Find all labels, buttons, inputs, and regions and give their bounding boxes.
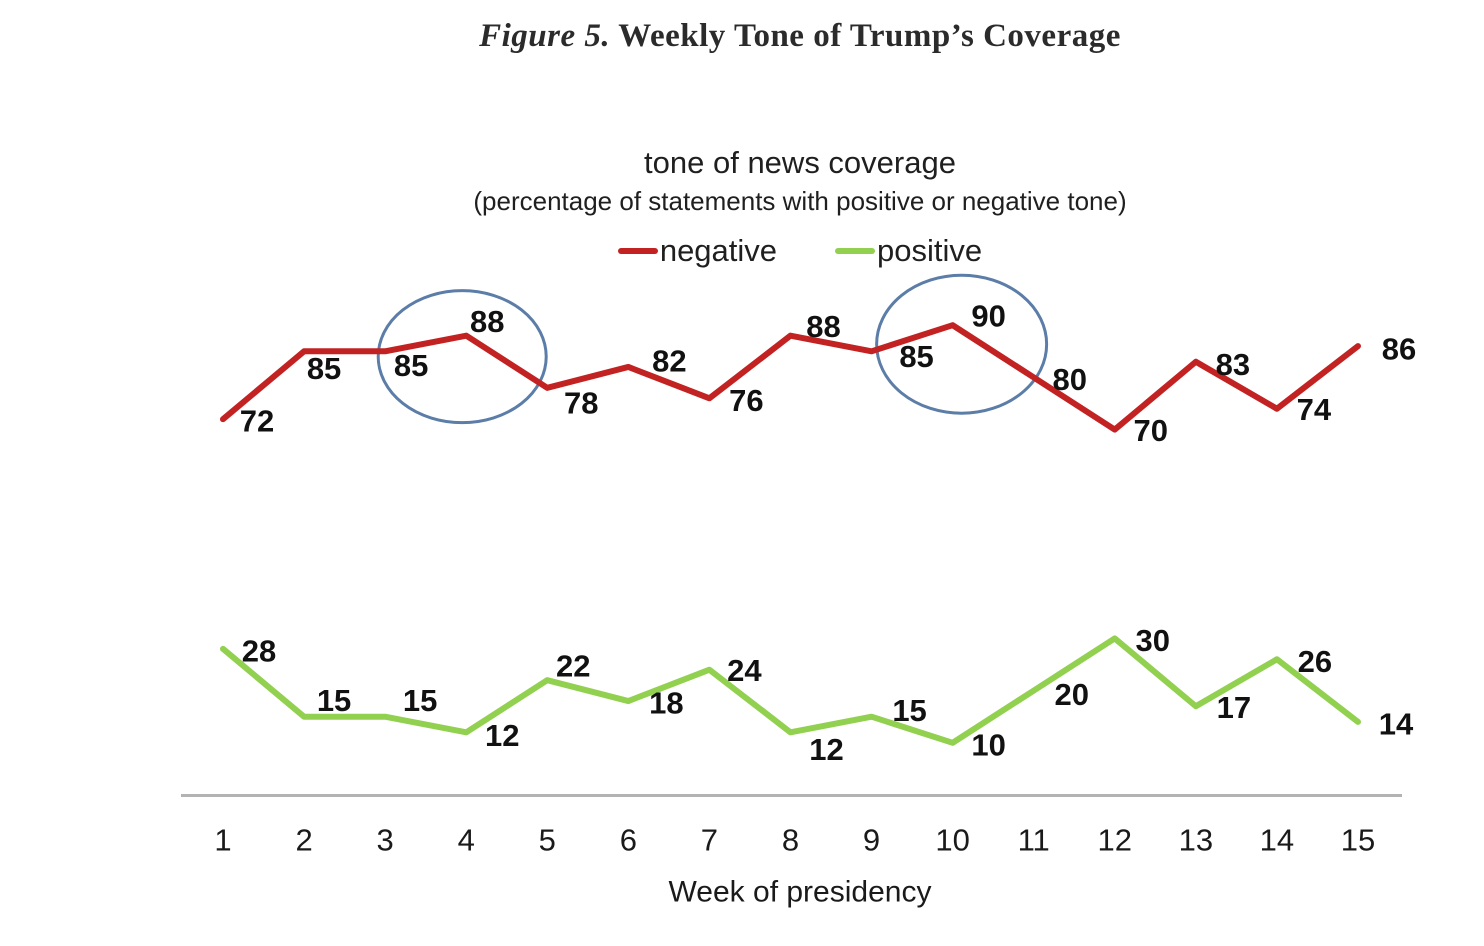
negative-data-label-week-1: 72 bbox=[240, 404, 274, 439]
positive-data-label-week-5: 22 bbox=[556, 649, 590, 684]
positive-line bbox=[220, 635, 1361, 746]
negative-data-label-week-2: 85 bbox=[307, 351, 341, 386]
x-tick-label-4: 4 bbox=[458, 823, 475, 858]
legend-label-negative: negative bbox=[659, 233, 778, 268]
negative-data-label-week-13: 83 bbox=[1216, 347, 1250, 382]
positive-data-label-week-1: 28 bbox=[242, 633, 276, 668]
x-tick-label-10: 10 bbox=[935, 823, 969, 858]
positive-data-label-week-15: 14 bbox=[1379, 706, 1414, 741]
legend-item-positive: positive bbox=[835, 233, 982, 269]
negative-data-label-week-14: 74 bbox=[1297, 392, 1332, 427]
positive-data-label-week-12: 30 bbox=[1136, 623, 1170, 658]
chart-title: tone of news coverage bbox=[644, 145, 956, 180]
x-tick-label-13: 13 bbox=[1179, 823, 1213, 858]
positive-data-label-week-9: 15 bbox=[892, 693, 926, 728]
figure-title-text: Weekly Tone of Trump’s Coverage bbox=[610, 18, 1121, 54]
x-tick-label-8: 8 bbox=[782, 823, 799, 858]
negative-data-label-week-3: 85 bbox=[394, 348, 428, 383]
negative-data-label-week-12: 70 bbox=[1134, 413, 1168, 448]
x-tick-label-15: 15 bbox=[1341, 823, 1375, 858]
x-tick-label-9: 9 bbox=[863, 823, 880, 858]
x-tick-label-7: 7 bbox=[701, 823, 718, 858]
negative-data-label-week-7: 76 bbox=[729, 383, 763, 418]
negative-line bbox=[220, 322, 1361, 433]
annotation-ellipse-week-10 bbox=[875, 273, 1049, 415]
positive-data-label-week-13: 17 bbox=[1217, 690, 1251, 725]
x-tick-label-11: 11 bbox=[1018, 823, 1050, 858]
chart-subtitle: (percentage of statements with positive … bbox=[473, 186, 1127, 216]
legend-label-positive: positive bbox=[877, 233, 983, 268]
positive-line-swatch-icon bbox=[835, 248, 876, 254]
annotation-ellipse-week-4 bbox=[376, 289, 548, 425]
x-tick-label-12: 12 bbox=[1098, 823, 1132, 858]
chart-legend: negative positive bbox=[116, 233, 1484, 269]
figure-title: Figure 5. Weekly Tone of Trump’s Coverag… bbox=[116, 18, 1484, 55]
negative-data-label-week-6: 82 bbox=[652, 343, 686, 378]
x-tick-label-14: 14 bbox=[1260, 823, 1294, 858]
figure-title-prefix: Figure 5. bbox=[479, 18, 611, 54]
positive-data-label-week-2: 15 bbox=[317, 683, 351, 718]
positive-data-label-week-3: 15 bbox=[403, 683, 437, 718]
negative-line-swatch-icon bbox=[617, 248, 658, 254]
positive-data-label-week-6: 18 bbox=[649, 686, 683, 721]
negative-data-label-week-15: 86 bbox=[1382, 332, 1416, 367]
negative-data-label-week-9: 85 bbox=[899, 339, 933, 374]
x-tick-label-6: 6 bbox=[620, 823, 637, 858]
x-tick-label-3: 3 bbox=[377, 823, 394, 858]
negative-data-label-week-10: 90 bbox=[971, 299, 1005, 334]
negative-data-label-week-4: 88 bbox=[470, 304, 504, 339]
x-axis-title: Week of presidency bbox=[669, 876, 932, 909]
legend-item-negative: negative bbox=[617, 233, 778, 269]
positive-data-label-week-8: 12 bbox=[809, 732, 843, 767]
positive-data-label-week-14: 26 bbox=[1298, 644, 1332, 679]
positive-data-label-week-7: 24 bbox=[727, 653, 762, 688]
positive-data-label-week-10: 10 bbox=[971, 727, 1005, 762]
negative-data-label-week-5: 78 bbox=[564, 385, 598, 420]
x-tick-label-2: 2 bbox=[295, 823, 312, 858]
positive-data-label-week-4: 12 bbox=[485, 718, 519, 753]
x-tick-label-5: 5 bbox=[539, 823, 556, 858]
negative-data-label-week-11: 80 bbox=[1052, 362, 1086, 397]
negative-data-label-week-8: 88 bbox=[806, 309, 840, 344]
positive-data-label-week-11: 20 bbox=[1054, 677, 1088, 712]
x-tick-label-1: 1 bbox=[214, 823, 231, 858]
